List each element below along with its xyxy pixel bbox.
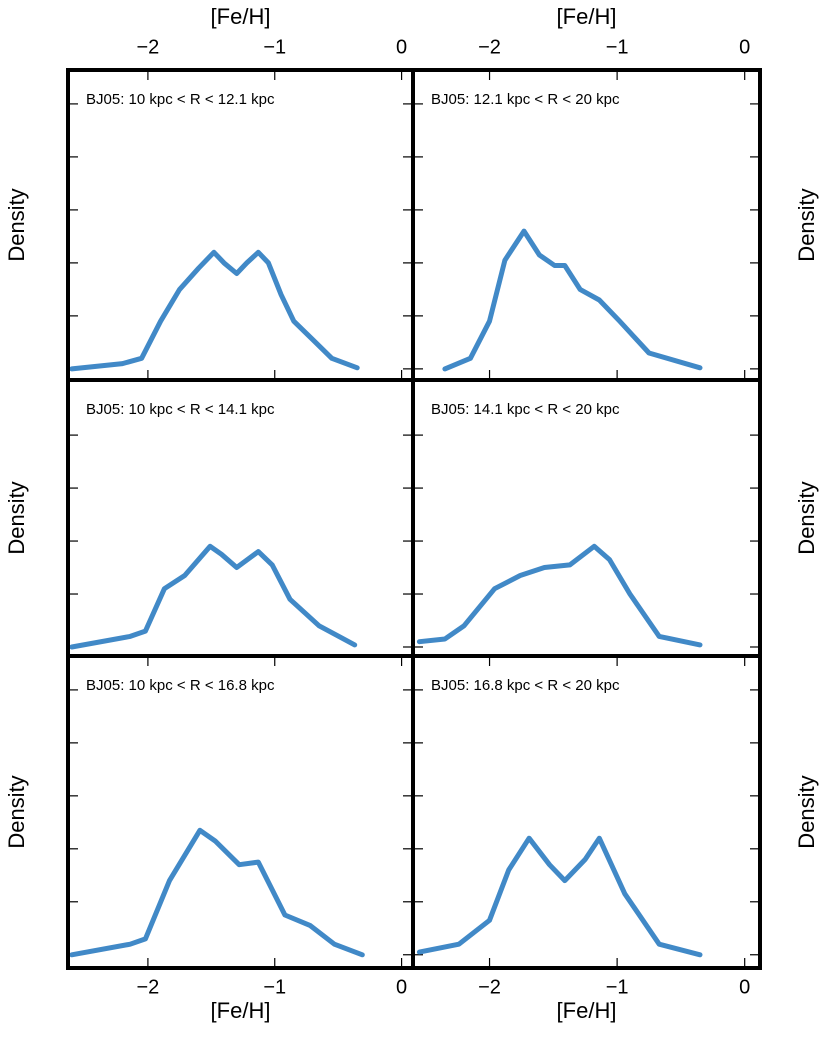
x-tick-label: 0 xyxy=(739,976,750,998)
x-tick-label: −2 xyxy=(478,976,501,998)
x-axis-label: [Fe/H] xyxy=(557,4,617,29)
annotation: BJ05: 16.8 kpc < R < 20 kpc xyxy=(431,677,620,694)
y-axis-label: Density xyxy=(4,188,29,261)
x-axis-label: [Fe/H] xyxy=(211,998,271,1023)
x-tick-label: −2 xyxy=(137,36,160,58)
x-tick-label: 0 xyxy=(396,36,407,58)
x-tick-label: 0 xyxy=(396,976,407,998)
annotation: BJ05: 14.1 kpc < R < 20 kpc xyxy=(431,401,620,418)
panel-frame xyxy=(411,378,762,658)
x-tick-label: −1 xyxy=(263,36,286,58)
x-tick-label: −2 xyxy=(137,976,160,998)
x-tick-label: −2 xyxy=(478,36,501,58)
density-line xyxy=(416,543,703,648)
density-line xyxy=(442,228,703,372)
panel-frame xyxy=(66,68,415,382)
density-line xyxy=(69,543,358,650)
annotation: BJ05: 10 kpc < R < 12.1 kpc xyxy=(86,91,275,108)
density-line xyxy=(69,827,365,958)
density-line xyxy=(69,249,360,372)
panel-frame xyxy=(66,378,415,658)
annotation: BJ05: 10 kpc < R < 16.8 kpc xyxy=(86,677,275,694)
density-line xyxy=(416,835,703,958)
y-axis-label: Density xyxy=(4,775,29,848)
x-tick-label: −1 xyxy=(606,976,629,998)
annotation: BJ05: 10 kpc < R < 14.1 kpc xyxy=(86,401,275,418)
y-axis-label: Density xyxy=(794,188,819,261)
y-axis-label: Density xyxy=(794,775,819,848)
y-axis-label: Density xyxy=(794,481,819,554)
panel-frame xyxy=(411,68,762,382)
x-axis-label: [Fe/H] xyxy=(211,4,271,29)
panel-frame xyxy=(411,654,762,970)
x-axis-label: [Fe/H] xyxy=(557,998,617,1023)
x-tick-label: 0 xyxy=(739,36,750,58)
x-tick-label: −1 xyxy=(263,976,286,998)
x-tick-label: −1 xyxy=(606,36,629,58)
annotation: BJ05: 12.1 kpc < R < 20 kpc xyxy=(431,91,620,108)
panel-frame xyxy=(66,654,415,970)
y-axis-label: Density xyxy=(4,481,29,554)
